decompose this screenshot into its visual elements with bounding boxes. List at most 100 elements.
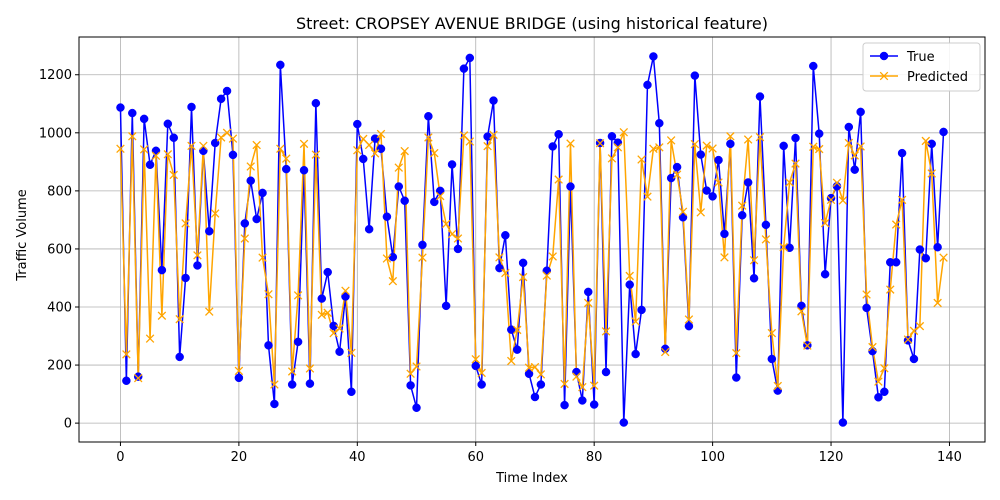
x-marker-stroke [281, 154, 291, 163]
data-point-true [714, 155, 723, 165]
data-point-predicted [832, 178, 842, 188]
data-point-predicted [885, 285, 895, 294]
x-tick-label: 20 [231, 450, 248, 465]
x-marker-stroke [507, 356, 516, 366]
data-point-predicted [767, 328, 777, 338]
data-point-predicted [128, 132, 137, 141]
x-marker-stroke [578, 382, 587, 392]
x-marker-stroke [175, 314, 184, 324]
x-marker-stroke [595, 138, 605, 148]
x-marker-stroke [749, 255, 759, 265]
data-point-true [317, 294, 327, 303]
y-tick-label: 1000 [39, 126, 72, 141]
data-point-predicted [216, 133, 226, 142]
x-marker-stroke [897, 195, 907, 205]
y-tick-label: 200 [47, 359, 72, 374]
data-point-true [560, 400, 569, 410]
x-marker-stroke [625, 271, 634, 281]
data-point-predicted [773, 381, 783, 391]
data-point-true [145, 160, 155, 169]
data-point-predicted [116, 144, 125, 154]
x-marker-stroke [814, 144, 824, 154]
data-point-true [246, 176, 255, 185]
data-point-true [424, 112, 433, 121]
data-point-true [868, 346, 877, 356]
x-marker-stroke [258, 253, 267, 262]
data-point-predicted [347, 348, 356, 358]
data-point-predicted [578, 382, 587, 392]
x-marker-stroke [335, 324, 344, 333]
data-point-predicted [797, 307, 806, 316]
x-marker-stroke [927, 169, 936, 178]
data-point-predicted [814, 144, 824, 154]
data-point-true [169, 133, 178, 142]
x-marker-stroke [530, 362, 540, 372]
data-point-predicted [542, 271, 552, 280]
data-point-predicted [507, 356, 516, 366]
x-marker-stroke [548, 252, 557, 261]
data-point-predicted [637, 155, 646, 164]
data-point-predicted [175, 314, 184, 324]
data-point-predicted [720, 253, 729, 262]
data-point-true [743, 178, 753, 187]
data-point-predicted [927, 169, 936, 178]
data-point-predicted [536, 370, 546, 379]
x-marker-stroke [418, 253, 427, 262]
data-point-true [441, 301, 451, 311]
x-marker-stroke [583, 298, 593, 308]
data-point-true [820, 269, 830, 279]
data-point-predicted [163, 150, 173, 159]
data-point-predicted [412, 362, 421, 371]
x-marker-stroke [601, 327, 611, 336]
data-point-true [175, 352, 184, 362]
x-marker-stroke [122, 350, 131, 359]
x-marker-stroke [566, 139, 575, 148]
x-marker-stroke [649, 144, 658, 154]
x-marker-stroke [501, 268, 510, 278]
x-marker-stroke [157, 311, 167, 320]
data-point-true [791, 133, 800, 143]
data-point-true [406, 381, 415, 390]
markers-true [116, 52, 948, 427]
x-marker-stroke [353, 145, 362, 155]
data-point-predicted [323, 308, 332, 318]
y-tick-label: 0 [64, 417, 72, 432]
data-point-true [838, 418, 848, 427]
data-point-predicted [732, 348, 741, 358]
x-marker-stroke [732, 348, 741, 358]
data-point-true [465, 53, 475, 63]
x-marker-stroke [471, 354, 481, 364]
data-point-predicted [364, 140, 374, 150]
data-point-true [584, 287, 593, 297]
x-marker-stroke [364, 140, 374, 150]
x-marker-stroke [607, 154, 617, 163]
x-marker-stroke [613, 143, 623, 152]
data-point-true [909, 354, 919, 364]
x-marker-stroke [696, 208, 706, 217]
data-point-true [287, 380, 297, 389]
data-point-predicted [335, 324, 344, 333]
data-point-true [826, 193, 836, 203]
x-marker-stroke [347, 348, 356, 358]
series-markers [116, 52, 948, 427]
data-point-true [293, 337, 303, 347]
x-marker-stroke [773, 381, 783, 391]
data-point-true [323, 267, 332, 277]
x-marker-stroke [151, 151, 161, 161]
data-point-predicted [394, 163, 404, 172]
data-point-predicted [607, 154, 617, 163]
data-point-true [566, 182, 575, 191]
data-point-true [222, 86, 232, 96]
x-marker-stroke [678, 207, 688, 217]
x-marker-stroke [536, 370, 546, 379]
data-point-true [655, 118, 664, 128]
data-point-true [631, 349, 640, 359]
data-point-true [376, 144, 386, 154]
legend-label-predicted: Predicted [907, 70, 968, 85]
data-point-predicted [862, 290, 871, 299]
x-tick-label: 40 [349, 450, 366, 465]
legend: True Predicted [862, 42, 981, 92]
markers-predicted [116, 127, 948, 392]
data-point-predicted [921, 136, 931, 146]
data-point-true [862, 303, 871, 313]
